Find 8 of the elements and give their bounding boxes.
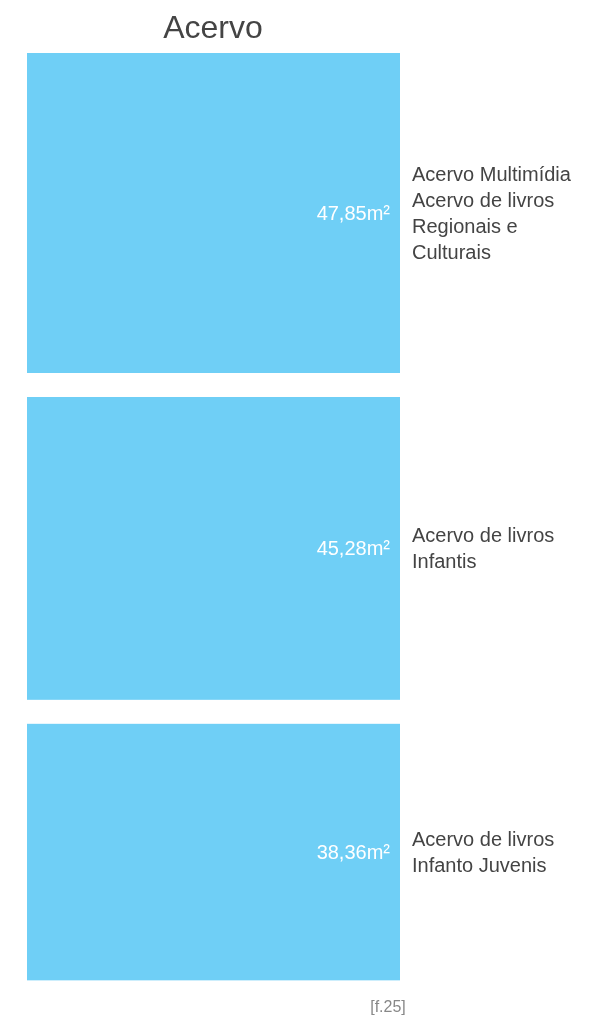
data-label: 47,85m² bbox=[316, 202, 391, 224]
text: [f.25] bbox=[370, 998, 406, 1015]
data-label: 45,28m² bbox=[316, 537, 391, 560]
category-label: Acervo Multimídia Acervo de livros Regionais e Culturais bbox=[412, 163, 572, 263]
data-label: 38,36m² bbox=[316, 841, 391, 864]
text: Acervo bbox=[163, 9, 263, 45]
category-label: Acervo de livros Infanto Juvenis bbox=[412, 828, 555, 877]
category-label: Acervo de livros Infantis bbox=[412, 524, 555, 573]
